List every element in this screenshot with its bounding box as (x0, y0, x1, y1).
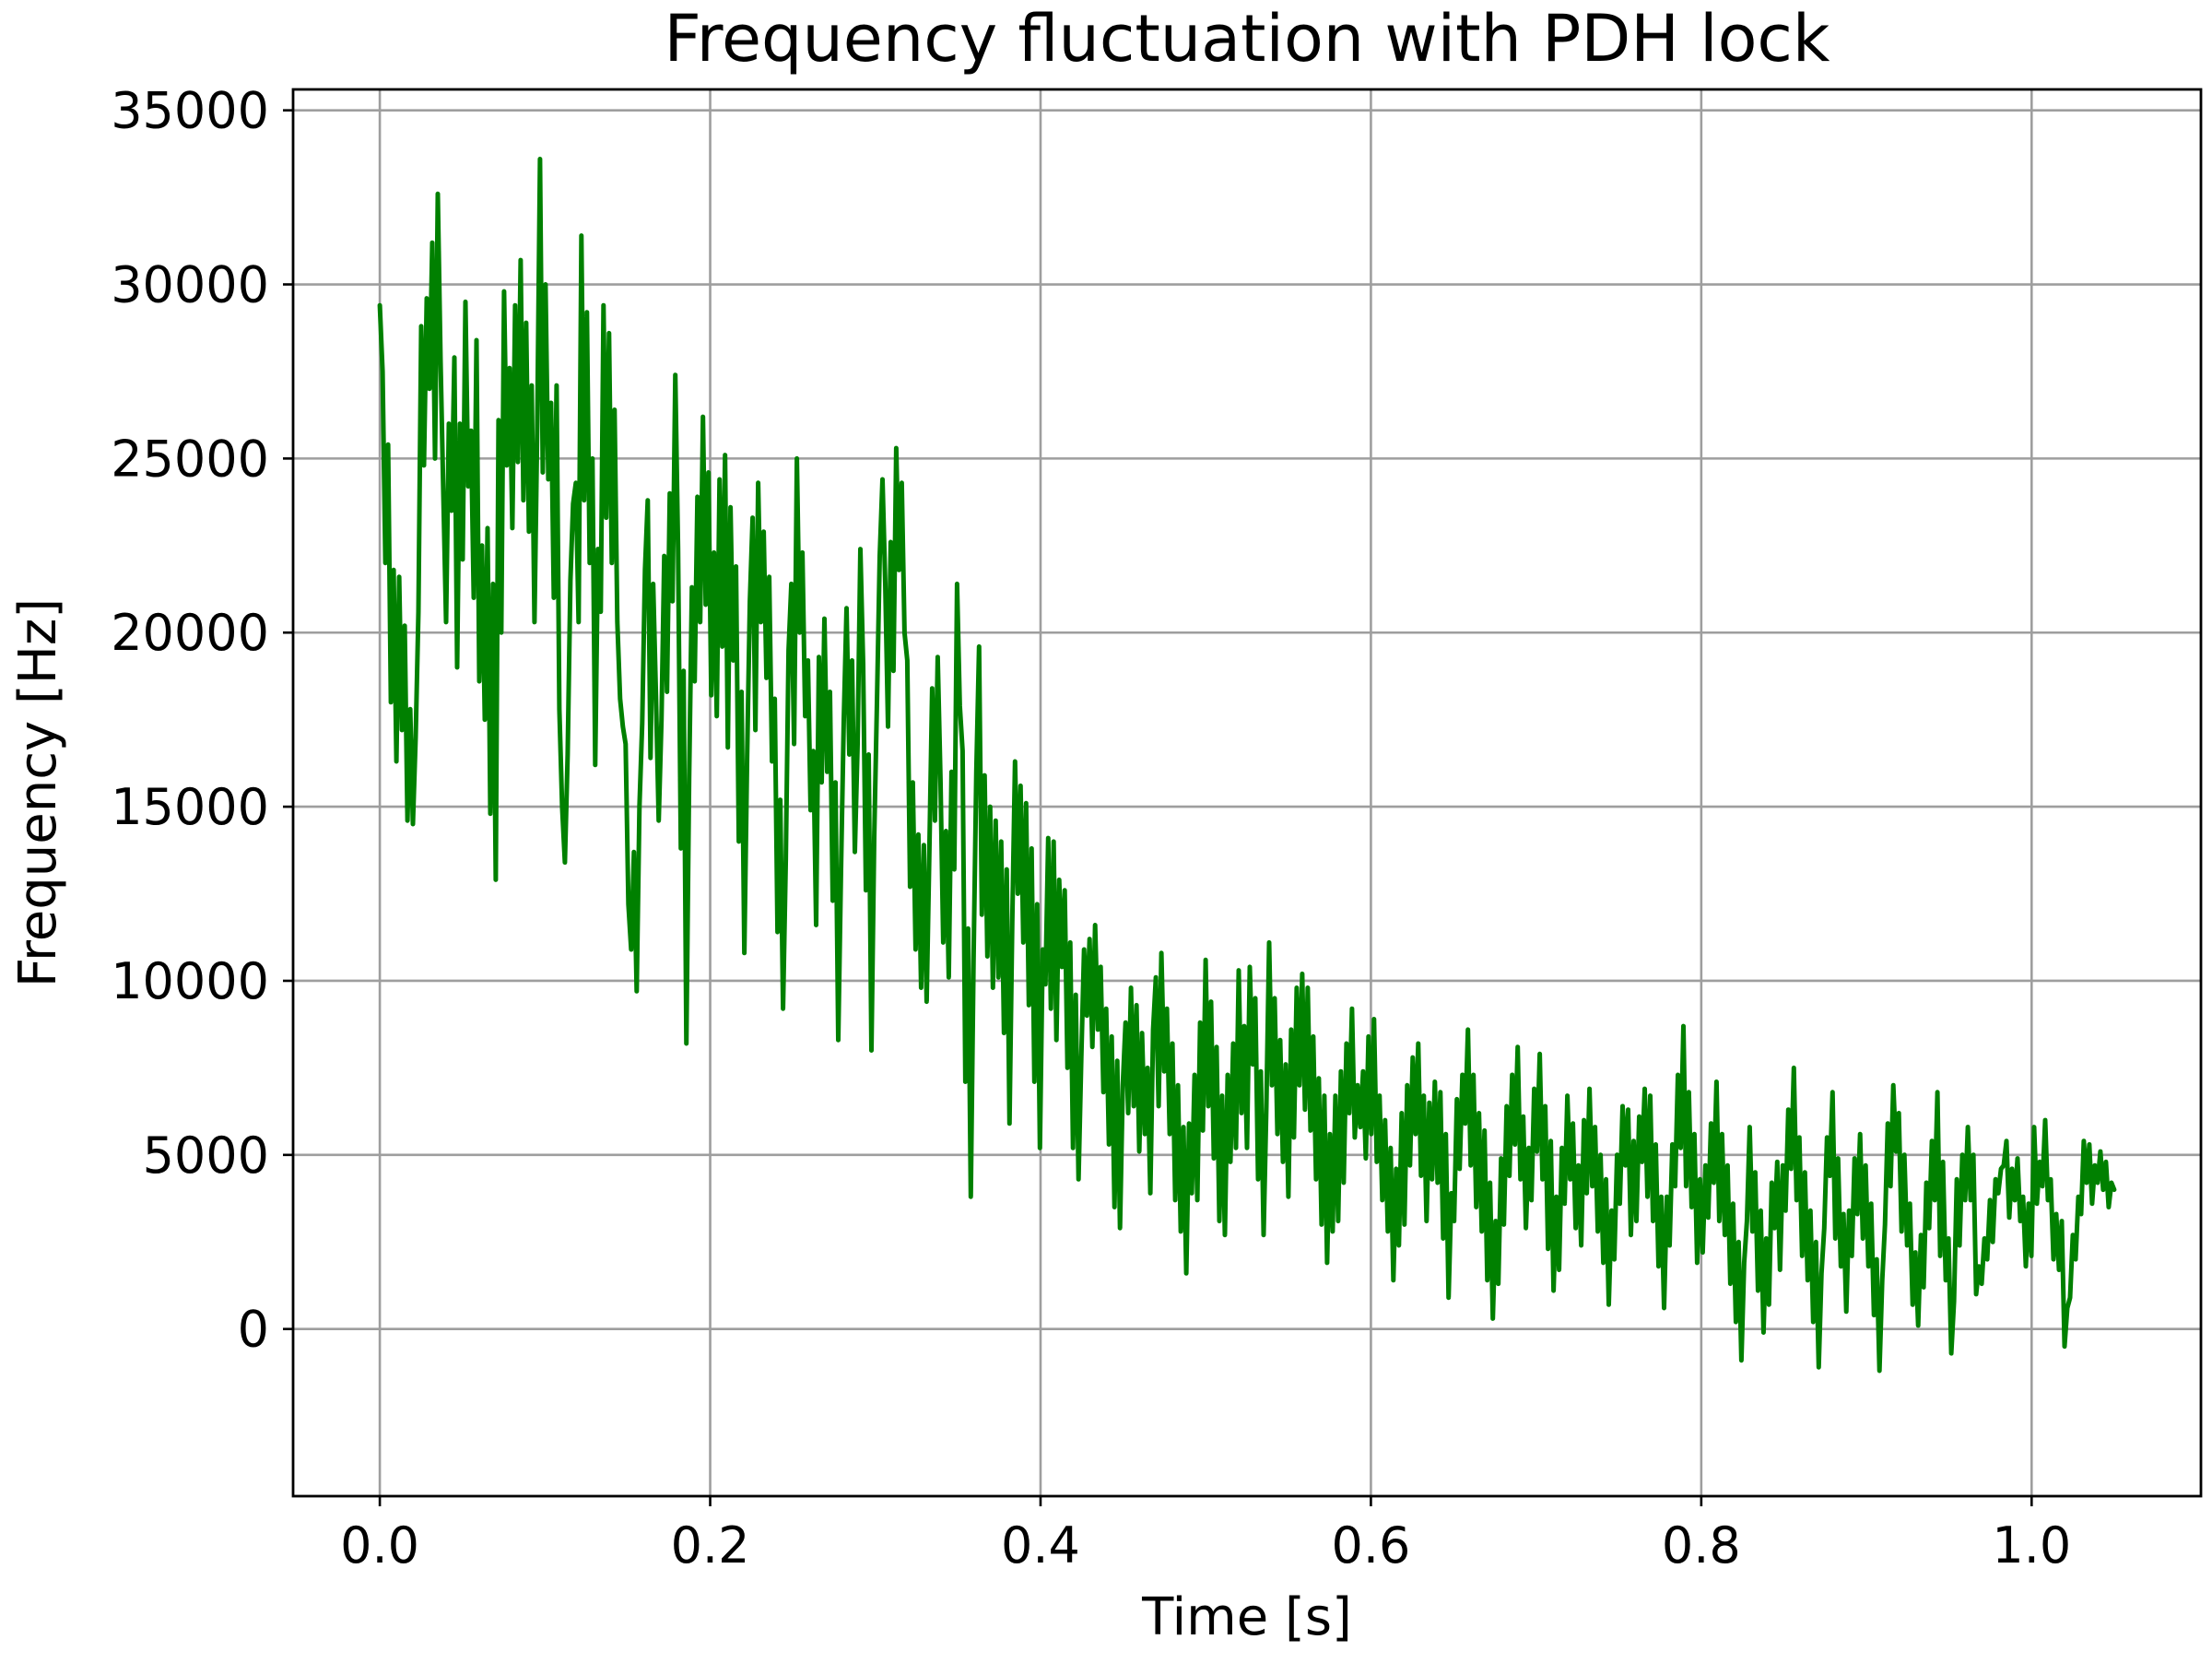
series-layer (377, 157, 2117, 1374)
x-tick-label: 0.8 (1662, 1516, 1741, 1575)
x-tick-label: 0.4 (1001, 1516, 1080, 1575)
x-axis-label: Time [s] (1141, 1587, 1352, 1647)
y-tick-label: 5000 (143, 1126, 269, 1185)
tick-layer: 0.0 0.2 0.4 0.6 0.8 1.0 0 5000 10000 15000 20000 25… (111, 82, 2071, 1575)
series-line-frequency (377, 157, 2117, 1374)
x-tick-label: 0.0 (340, 1516, 419, 1575)
y-tick-label: 0 (238, 1301, 269, 1359)
x-tick-label: 0.2 (671, 1516, 750, 1575)
x-tick-label: 0.6 (1331, 1516, 1410, 1575)
y-tick-label: 30000 (111, 256, 269, 314)
y-tick-label: 20000 (111, 604, 269, 662)
plot-frame (291, 88, 2203, 1498)
y-tick-label: 35000 (111, 82, 269, 140)
y-axis-label: Frequency [Hz] (8, 598, 68, 987)
y-tick-label: 15000 (111, 778, 269, 836)
chart-title: Frequency fluctuation with PDH lock (665, 1, 1830, 77)
x-tick-label: 1.0 (1992, 1516, 2071, 1575)
y-tick-label: 10000 (111, 952, 269, 1010)
y-tick-label: 25000 (111, 430, 269, 488)
